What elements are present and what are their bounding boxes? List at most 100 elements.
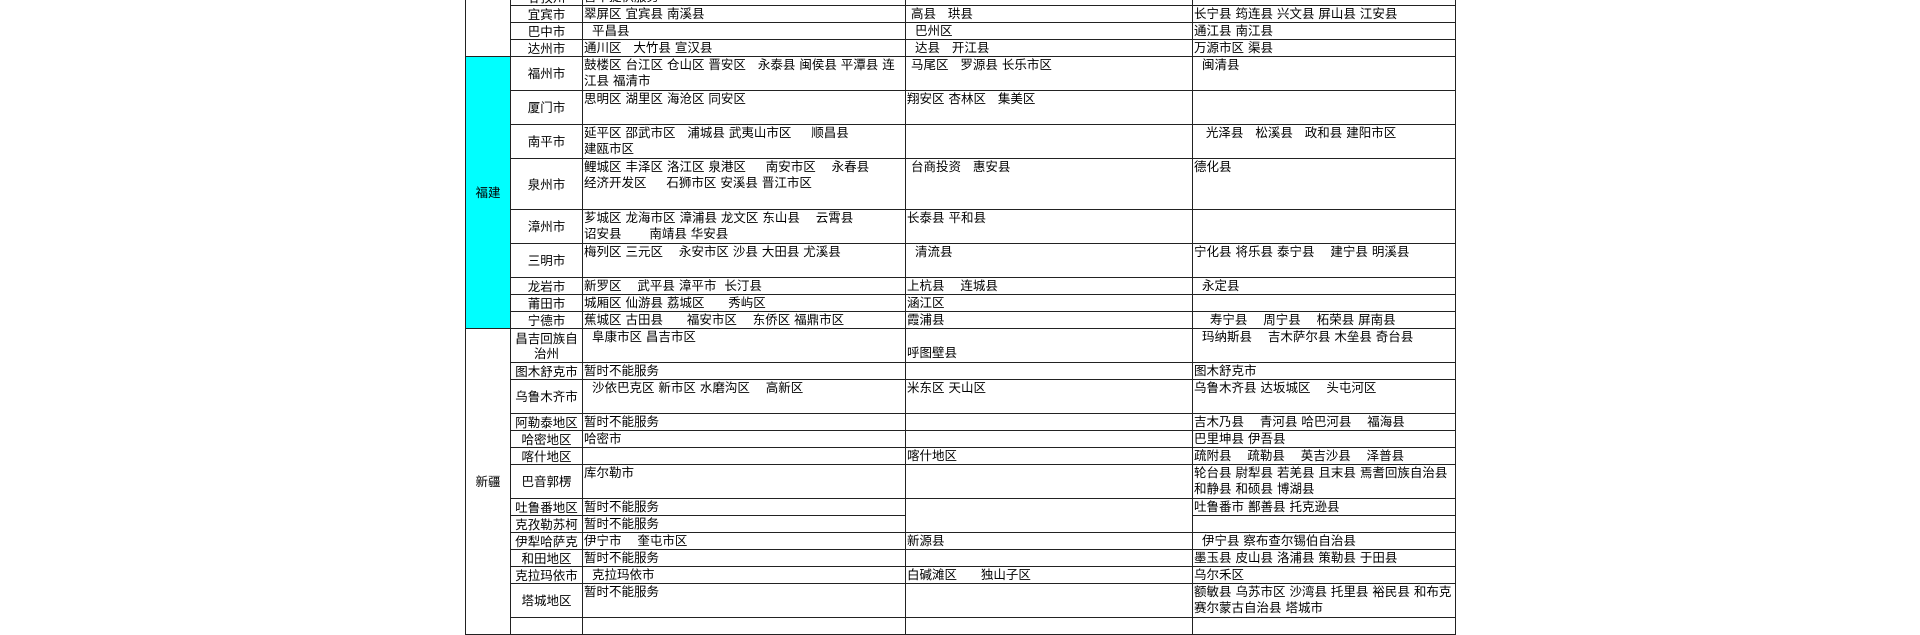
district-cell: 暂时不能服务: [582, 549, 906, 567]
district-cell: 乌鲁木齐县 达坂城区 头屯河区: [1192, 379, 1456, 414]
district-cell: 暂时不能服务: [582, 515, 906, 533]
district-cell: 永定县: [1192, 277, 1456, 295]
district-cell: 芗城区 龙海市区 漳浦县 龙文区 东山县 云霄县 诏安县 南靖县 华安县: [582, 209, 906, 244]
district-cell: 新源县: [905, 532, 1193, 550]
district-cell: 长宁县 筠连县 兴文县 屏山县 江安县: [1192, 5, 1456, 23]
district-cell: 疏附县 疏勒县 英吉沙县 泽普县: [1192, 447, 1456, 465]
district-cell: 吐鲁番市 鄯善县 托克逊县: [1192, 498, 1456, 516]
district-cell: 长泰县 平和县: [905, 209, 1193, 244]
district-cell: 米东区 天山区: [905, 379, 1193, 414]
table-row: 达州市 通川区 大竹县 宣汉县 达县 开江县 万源市区 渠县: [466, 39, 1456, 57]
district-cell: [582, 447, 906, 465]
district-cell: [582, 617, 906, 635]
table-row: 龙岩市 新罗区 武平县 漳平市 长汀县 上杭县 连城县 永定县: [466, 277, 1456, 295]
district-cell: [905, 549, 1193, 567]
table-row: 宁德市 蕉城区 古田县 福安市区 东侨区 福鼎市区 霞浦县 寿宁县 周宁县 柘荣县 …: [466, 311, 1456, 329]
district-cell: 乌尔禾区: [1192, 566, 1456, 584]
table-row: 新疆 昌吉回族自治州 阜康市区 昌吉市区 呼图壁县 玛纳斯县 吉木萨尔县 木垒县 …: [465, 328, 1456, 635]
district-cell: [905, 430, 1193, 448]
district-cell: [905, 362, 1193, 380]
table-row: 图木舒克市 暂时不能服务 图木舒克市: [466, 362, 1456, 380]
province-cell: 福建: [465, 56, 511, 329]
district-cell: 平昌县: [582, 22, 906, 40]
district-cell: 上杭县 连城县: [905, 277, 1193, 295]
district-cell: 翔安区 杏林区 集美区: [905, 90, 1193, 125]
district-cell: 额敏县 乌苏市区 沙湾县 托里县 裕民县 和布克赛尔蒙古自治县 塔城市: [1192, 583, 1456, 618]
district-cell: [905, 413, 1193, 431]
table-row: 巴音郭楞 库尔勒市 轮台县 尉犁县 若羌县 且末县 焉耆回族自治县 和静县 和硕县 …: [466, 464, 1456, 499]
district-cell: 巴里坤县 伊吾县: [1192, 430, 1456, 448]
district-cell: 翠屏区 宜宾县 南溪县: [582, 5, 906, 23]
district-cell: [905, 617, 1193, 635]
city-cell: 哈密地区: [510, 430, 583, 448]
city-cell: 和田地区: [510, 549, 583, 567]
district-cell: 霞浦县: [905, 311, 1193, 329]
district-cell: 寿宁县 周宁县 柘荣县 屏南县: [1192, 311, 1456, 329]
district-cell: 梅列区 三元区 永安市区 沙县 大田县 尤溪县: [582, 243, 906, 278]
district-cell: 宁化县 将乐县 泰宁县 建宁县 明溪县: [1192, 243, 1456, 278]
city-cell: 巴音郭楞: [510, 464, 583, 499]
district-cell: 德化县: [1192, 158, 1456, 210]
city-cell: 南平市: [510, 124, 583, 159]
district-cell: [905, 515, 1193, 533]
city-cell: 厦门市: [510, 90, 583, 125]
district-cell: 墨玉县 皮山县 洛浦县 策勒县 于田县: [1192, 549, 1456, 567]
district-cell: 暂时不能服务: [582, 413, 906, 431]
city-cell: 吐鲁番地区: [510, 498, 583, 516]
city-cell: 莆田市: [510, 294, 583, 312]
district-cell: 通川区 大竹县 宣汉县: [582, 39, 906, 57]
district-cell: 鲤城区 丰泽区 洛江区 泉港区 南安市区 永春县 经济开发区 石狮市区 安溪县 …: [582, 158, 906, 210]
district-cell: 马尾区 罗源县 长乐市区: [905, 56, 1193, 91]
city-cell: 克孜勒苏柯: [510, 515, 583, 533]
table-row: 伊犁哈萨克 伊宁市 奎屯市区 新源县 伊宁县 察布查尔锡伯自治县: [466, 532, 1456, 550]
city-cell: 克拉玛依市: [510, 566, 583, 584]
table-row: [466, 617, 1456, 635]
district-cell: 喀什地区: [905, 447, 1193, 465]
city-cell: 喀什地区: [510, 447, 583, 465]
table-row: 和田地区 暂时不能服务 墨玉县 皮山县 洛浦县 策勒县 于田县: [466, 549, 1456, 567]
district-cell: 鼓楼区 台江区 仓山区 晋安区 永泰县 闽侯县 平潭县 连江县 福清市: [582, 56, 906, 91]
district-cell: 暂时不能服务: [582, 362, 906, 380]
city-cell: 宜宾市: [510, 5, 583, 23]
district-cell: [1192, 209, 1456, 244]
district-cell: 思明区 湖里区 海沧区 同安区: [582, 90, 906, 125]
district-cell: [905, 124, 1193, 159]
table-row: 喀什地区 喀什地区 疏附县 疏勒县 英吉沙县 泽普县: [466, 447, 1456, 465]
district-cell: 白碱滩区 独山子区: [905, 566, 1193, 584]
district-cell: 暂时不能服务: [582, 498, 906, 516]
city-cell: 塔城地区: [510, 583, 583, 618]
district-cell: 延平区 邵武市区 浦城县 武夷山市区 顺昌县 建瓯市区: [582, 124, 906, 159]
district-cell: 万源市区 渠县: [1192, 39, 1456, 57]
province-cell: 新疆: [465, 328, 511, 635]
district-cell: [1192, 294, 1456, 312]
district-cell: 库尔勒市: [582, 464, 906, 499]
district-cell: 沙依巴克区 新市区 水磨沟区 高新区: [582, 379, 906, 414]
district-cell: 吉木乃县 青河县 哈巴河县 福海县: [1192, 413, 1456, 431]
city-cell: 泉州市: [510, 158, 583, 210]
city-cell: 漳州市: [510, 209, 583, 244]
district-cell: 高县 珙县: [905, 5, 1193, 23]
district-cell: [905, 583, 1193, 618]
district-cell: [1192, 617, 1456, 635]
district-cell: 清流县: [905, 243, 1193, 278]
district-cell: 伊宁县 察布查尔锡伯自治县: [1192, 532, 1456, 550]
district-cell: 哈密市: [582, 430, 906, 448]
district-cell: 克拉玛依市: [582, 566, 906, 584]
city-cell: 图木舒克市: [510, 362, 583, 380]
city-cell: 昌吉回族自治州: [510, 328, 583, 363]
district-cell: 玛纳斯县 吉木萨尔县 木垒县 奇台县: [1192, 328, 1456, 363]
district-cell: 达县 开江县: [905, 39, 1193, 57]
city-cell: 阿勒泰地区: [510, 413, 583, 431]
district-cell: [1192, 90, 1456, 125]
district-cell: 台商投资 惠安县: [905, 158, 1193, 210]
district-cell: 光泽县 松溪县 政和县 建阳市区: [1192, 124, 1456, 159]
district-cell: 伊宁市 奎屯市区: [582, 532, 906, 550]
table-row: 吐鲁番地区 暂时不能服务 吐鲁番市 鄯善县 托克逊县: [466, 498, 1456, 516]
district-cell: 图木舒克市: [1192, 362, 1456, 380]
district-cell: 通江县 南江县: [1192, 22, 1456, 40]
district-cell: 城厢区 仙游县 荔城区 秀屿区: [582, 294, 906, 312]
table-row: 克孜勒苏柯 暂时不能服务: [466, 515, 1456, 533]
city-cell: 宁德市: [510, 311, 583, 329]
